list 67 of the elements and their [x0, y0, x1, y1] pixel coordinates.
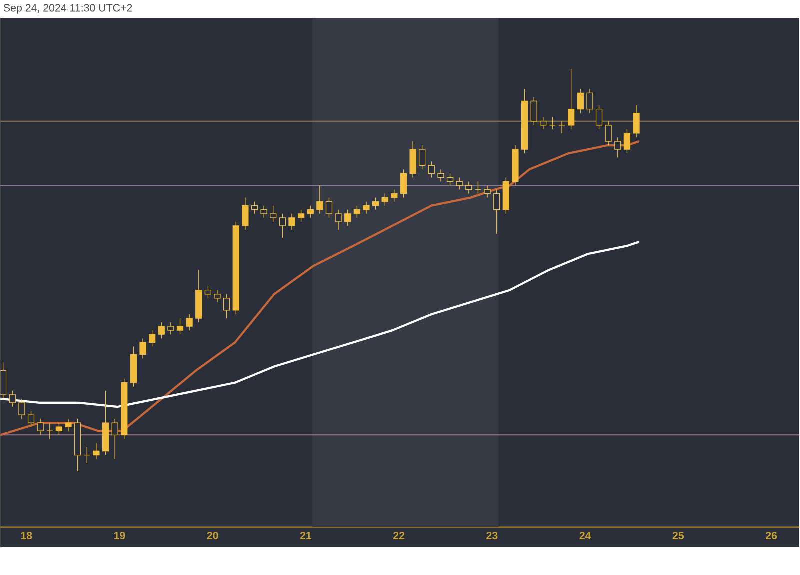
candlestick [186, 314, 193, 331]
candlestick [568, 68, 575, 130]
x-tick-label: 26 [766, 532, 778, 540]
candlestick [149, 330, 156, 347]
candlestick [65, 418, 72, 432]
candlestick [596, 104, 603, 130]
candlestick [316, 185, 324, 214]
candlestick [614, 137, 622, 158]
candlestick [112, 418, 118, 460]
candlestick [37, 418, 44, 436]
candlestick [214, 290, 221, 303]
x-tick-label: 19 [114, 532, 126, 540]
candlestick [354, 205, 360, 218]
x-tick-label: 25 [672, 532, 684, 540]
candlestick [391, 189, 398, 202]
x-tick-label: 18 [21, 532, 32, 540]
x-tick-label: 24 [580, 532, 592, 540]
chart-subtitle: Sep 24, 2024 11:30 UTC+2 [4, 4, 132, 14]
candlestick [549, 116, 556, 130]
candlestick [633, 104, 640, 138]
candlestick [307, 205, 314, 218]
candlestick [46, 422, 54, 440]
candlestick [288, 213, 296, 230]
candlestick [419, 145, 426, 170]
candlestick [251, 201, 258, 214]
candlestick [298, 209, 305, 222]
candlestick [335, 209, 342, 230]
candlestick [176, 318, 184, 335]
candlestick [400, 169, 408, 198]
candlestick [28, 410, 35, 428]
candlestick [18, 398, 26, 420]
candlestick [586, 88, 594, 114]
candlestick [140, 338, 146, 359]
candlestick [56, 422, 63, 436]
candlestick [204, 286, 212, 299]
candlestick [530, 96, 538, 126]
candlestick [326, 197, 333, 218]
candlestick [158, 322, 165, 339]
candlestick [456, 177, 463, 190]
candlestick [577, 88, 584, 114]
candlestick [382, 193, 388, 206]
candlestick [260, 205, 268, 218]
candlestick [242, 197, 249, 230]
candlestick [84, 446, 90, 464]
x-tick-label: 22 [394, 532, 405, 540]
candlestick [372, 197, 380, 210]
candlestick [168, 322, 174, 335]
candlestick [624, 128, 631, 154]
candlestick [344, 209, 352, 226]
candlestick [428, 161, 435, 178]
candlestick [93, 442, 100, 460]
x-tick-label: 23 [486, 532, 498, 540]
candlestick [605, 120, 612, 146]
x-tick-label: 20 [207, 532, 218, 540]
candlestick [363, 201, 370, 214]
candlestick [466, 181, 472, 194]
candlestick [558, 120, 566, 134]
candlestick [270, 205, 277, 222]
candlestick [438, 169, 444, 182]
candlestick [484, 185, 491, 198]
candlestick [223, 294, 230, 319]
x-tick-label: 21 [300, 532, 312, 540]
candlestick [446, 173, 454, 186]
candlestick [279, 213, 286, 238]
candlestick [540, 116, 547, 130]
candlestick [474, 181, 482, 194]
candlestick [9, 390, 16, 408]
